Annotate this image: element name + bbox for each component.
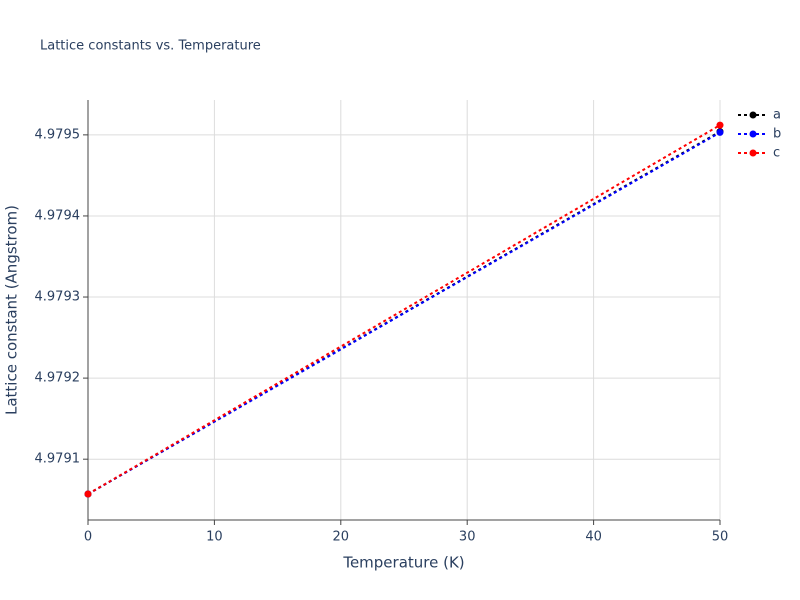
x-tick-label: 30: [459, 530, 476, 545]
legend-label: b: [773, 127, 781, 142]
y-tick-label: 4.9792: [35, 371, 81, 386]
x-tick-label: 40: [585, 530, 602, 545]
legend-label: a: [773, 108, 781, 123]
legend-marker: [749, 111, 757, 119]
y-tick-label: 4.9794: [35, 208, 81, 223]
y-axis-label: Lattice constant (Angstrom): [3, 205, 21, 415]
point: [716, 121, 724, 129]
x-axis-label: Temperature (K): [342, 554, 464, 572]
y-tick-label: 4.9793: [35, 290, 81, 305]
y-tick-label: 4.9795: [35, 127, 81, 142]
x-tick-label: 0: [84, 530, 92, 545]
legend-label: c: [773, 146, 780, 161]
x-tick-label: 50: [712, 530, 729, 545]
point: [84, 490, 92, 498]
legend-marker: [749, 130, 757, 138]
x-tick-label: 10: [206, 530, 223, 545]
y-tick-label: 4.9791: [35, 452, 81, 467]
series-line: [87, 124, 721, 495]
point: [716, 128, 724, 136]
legend-marker: [749, 149, 757, 157]
x-tick-label: 20: [333, 530, 350, 545]
series-line: [87, 131, 721, 495]
chart-title: Lattice constants vs. Temperature: [40, 39, 261, 54]
